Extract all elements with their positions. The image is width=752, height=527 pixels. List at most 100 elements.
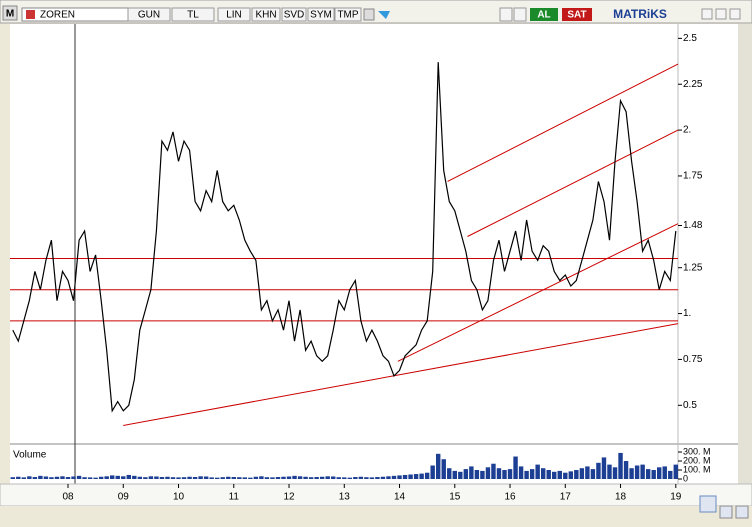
volume-bar [27, 476, 32, 479]
volume-bar [485, 467, 491, 479]
toolbar-button[interactable] [171, 7, 215, 22]
volume-bar [170, 477, 176, 479]
toolbar-button-label: TMP [337, 10, 358, 21]
y-tick-label: 0.5 [683, 400, 697, 411]
volume-bar [507, 469, 513, 479]
volume-bar [49, 477, 54, 479]
x-tick-label: 09 [118, 492, 130, 503]
volume-tick-label: 100. M [683, 464, 711, 474]
symbol: ZOREN [40, 10, 75, 21]
volume-label: Volume [13, 450, 47, 461]
toolbar-button[interactable] [334, 7, 362, 22]
volume-bar [375, 477, 380, 479]
toolbar-button-label: GUN [138, 10, 160, 21]
flash[interactable] [513, 7, 527, 22]
chart-area [10, 24, 738, 484]
toolbar-button[interactable] [217, 7, 251, 22]
volume-bar [364, 477, 369, 479]
scroll-left[interactable] [719, 505, 733, 519]
volume-bar [303, 476, 308, 479]
volume-bar [397, 475, 402, 479]
volume-bar [458, 471, 463, 479]
volume-bar [552, 471, 557, 479]
buy-label: AL [537, 10, 550, 21]
bottom-bar [0, 506, 752, 522]
toolbar-button[interactable] [251, 7, 281, 22]
x-tick-label: 18 [615, 492, 627, 503]
volume-bar [82, 477, 87, 479]
volume-bar [10, 477, 15, 479]
logo-box[interactable] [2, 5, 18, 21]
scroll-right[interactable] [735, 505, 749, 519]
dropdown[interactable] [363, 8, 375, 21]
volume-bar [104, 476, 109, 479]
volume-bar [292, 475, 297, 479]
volume-bar [491, 463, 496, 479]
volume-bar [43, 476, 49, 479]
x-axis-band [0, 483, 752, 507]
volume-bar [353, 477, 358, 479]
volume-bar [16, 476, 21, 479]
buy-button[interactable] [530, 8, 558, 21]
x-tick-label: 11 [229, 492, 240, 503]
volume-bar [618, 452, 623, 479]
volume-bar [380, 476, 386, 479]
y-tick-label: 0.75 [683, 354, 703, 365]
volume-bar [242, 477, 248, 479]
y-tick-label: 2. [683, 125, 691, 136]
volume-bar [21, 477, 27, 479]
volume-bar [590, 469, 596, 479]
x-tick-label: 17 [560, 492, 572, 503]
minimize[interactable] [701, 8, 713, 20]
sync-button[interactable] [699, 495, 717, 513]
volume-bar [540, 468, 546, 479]
volume-bar [369, 477, 375, 479]
x-tick-label: 16 [504, 492, 516, 503]
volume-bar [480, 470, 485, 479]
volume-bar [87, 477, 93, 479]
volume-bar [297, 476, 303, 479]
volume-bar [248, 477, 253, 479]
volume-bar [424, 472, 430, 479]
trend-line [467, 129, 679, 237]
volume-tick-label: 0 [683, 473, 688, 483]
close[interactable] [729, 8, 741, 20]
volume-bar [187, 476, 192, 479]
volume-bar [308, 477, 314, 479]
volume-bar [596, 462, 601, 479]
volume-bar [623, 461, 629, 479]
toolbar-button-label: KHN [255, 10, 276, 21]
volume-bar [579, 468, 585, 479]
toolbar-button[interactable] [281, 7, 307, 22]
volume-bar [634, 465, 640, 479]
volume-bar [259, 476, 264, 479]
twitter-icon[interactable] [378, 11, 390, 19]
volume-bar [76, 475, 82, 479]
x-tick-label: 13 [339, 492, 351, 503]
volume-bar [198, 476, 203, 479]
scrollbar[interactable] [738, 24, 752, 484]
volume-bar [502, 470, 507, 479]
toolbar-button-label: SYM [310, 10, 332, 21]
maximize[interactable] [715, 8, 727, 20]
volume-bar [143, 477, 148, 479]
x-tick-label: 14 [394, 492, 406, 503]
volume-bar [93, 477, 98, 479]
volume-bar [126, 474, 132, 479]
sell-button[interactable] [562, 8, 592, 21]
volume-bar [192, 477, 198, 479]
volume-bar [176, 477, 181, 479]
volume-bar [314, 477, 319, 479]
volume-bar [535, 464, 540, 479]
toolbar-button[interactable] [307, 7, 335, 22]
volume-bar [226, 476, 231, 479]
volume-bar [214, 477, 220, 479]
volume-bar [110, 475, 115, 479]
volume-bar [181, 477, 187, 479]
refresh[interactable] [499, 7, 513, 22]
volume-bar [607, 464, 612, 479]
toolbar-button[interactable] [127, 7, 171, 22]
volume-bar [668, 470, 673, 479]
volume-bar [419, 473, 424, 479]
